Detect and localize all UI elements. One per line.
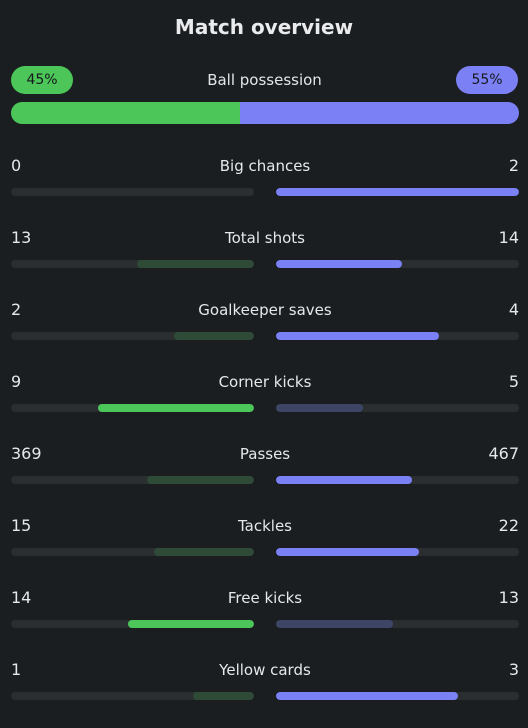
away-stat-value: 14 xyxy=(498,228,519,247)
stat-row: 0 Big chances 2 xyxy=(11,152,519,224)
stat-row: 1 Yellow cards 3 xyxy=(11,656,519,728)
stat-label: Yellow cards xyxy=(219,661,311,679)
home-stat-track xyxy=(11,332,254,340)
stat-label: Corner kicks xyxy=(218,373,312,391)
away-stat-track xyxy=(276,620,519,628)
possession-bar xyxy=(11,102,519,124)
away-stat-bar xyxy=(276,476,413,484)
stat-row: 14 Free kicks 13 xyxy=(11,584,519,656)
away-stat-bar xyxy=(276,548,420,556)
away-stat-value: 22 xyxy=(498,516,519,535)
away-stat-value: 5 xyxy=(508,372,519,391)
possession-header: 45% Ball possession 55% xyxy=(11,66,518,94)
stat-label: Total shots xyxy=(225,229,305,247)
home-stat-value: 369 xyxy=(11,444,42,463)
stat-label: Big chances xyxy=(219,157,311,175)
home-stat-track xyxy=(11,548,254,556)
home-possession-segment xyxy=(11,102,240,124)
away-stat-value: 3 xyxy=(508,660,519,679)
away-stat-bar xyxy=(276,404,364,412)
home-stat-bar xyxy=(127,620,254,628)
stats-list: 0 Big chances 2 13 Total shots 14 2 Goalkeeper … xyxy=(11,152,519,728)
away-stat-bar xyxy=(276,188,519,196)
home-stat-value: 14 xyxy=(11,588,32,607)
away-stat-track xyxy=(276,548,519,556)
away-stat-bar xyxy=(276,692,459,700)
page-title: Match overview xyxy=(174,15,354,39)
stat-row: 9 Corner kicks 5 xyxy=(11,368,519,440)
home-possession-badge: 45% xyxy=(11,66,73,94)
away-stat-value: 4 xyxy=(508,300,519,319)
home-stat-track xyxy=(11,188,254,196)
home-stat-value: 9 xyxy=(11,372,22,391)
stat-label: Goalkeeper saves xyxy=(198,301,332,319)
away-stat-value: 467 xyxy=(488,444,519,463)
stat-label: Passes xyxy=(239,445,291,463)
stat-label: Free kicks xyxy=(227,589,303,607)
possession-label: Ball possession xyxy=(207,71,322,89)
home-stat-track xyxy=(11,692,254,700)
home-stat-bar xyxy=(193,692,254,700)
home-stat-bar xyxy=(147,476,254,484)
away-stat-value: 2 xyxy=(508,156,519,175)
away-stat-bar xyxy=(276,620,393,628)
home-stat-value: 13 xyxy=(11,228,32,247)
home-stat-track xyxy=(11,260,254,268)
home-stat-value: 15 xyxy=(11,516,32,535)
away-stat-bar xyxy=(276,260,403,268)
away-stat-bar xyxy=(276,332,439,340)
home-stat-value: 1 xyxy=(11,660,22,679)
home-stat-track xyxy=(11,476,254,484)
away-stat-track xyxy=(276,260,519,268)
home-stat-bar xyxy=(173,332,254,340)
stat-label: Tackles xyxy=(237,517,293,535)
home-stat-track xyxy=(11,620,254,628)
away-stat-value: 13 xyxy=(498,588,519,607)
home-stat-track xyxy=(11,404,254,412)
stat-row: 2 Goalkeeper saves 4 xyxy=(11,296,519,368)
stat-row: 15 Tackles 22 xyxy=(11,512,519,584)
away-possession-badge: 55% xyxy=(456,66,518,94)
home-stat-value: 0 xyxy=(11,156,22,175)
away-stat-track xyxy=(276,404,519,412)
away-possession-segment xyxy=(239,102,519,124)
stat-row: 13 Total shots 14 xyxy=(11,224,519,296)
away-stat-track xyxy=(276,188,519,196)
away-stat-track xyxy=(276,332,519,340)
home-stat-bar xyxy=(154,548,254,556)
home-stat-bar xyxy=(137,260,254,268)
stat-row: 369 Passes 467 xyxy=(11,440,519,512)
home-stat-value: 2 xyxy=(11,300,22,319)
away-stat-track xyxy=(276,692,519,700)
away-stat-track xyxy=(276,476,519,484)
home-stat-bar xyxy=(98,404,254,412)
